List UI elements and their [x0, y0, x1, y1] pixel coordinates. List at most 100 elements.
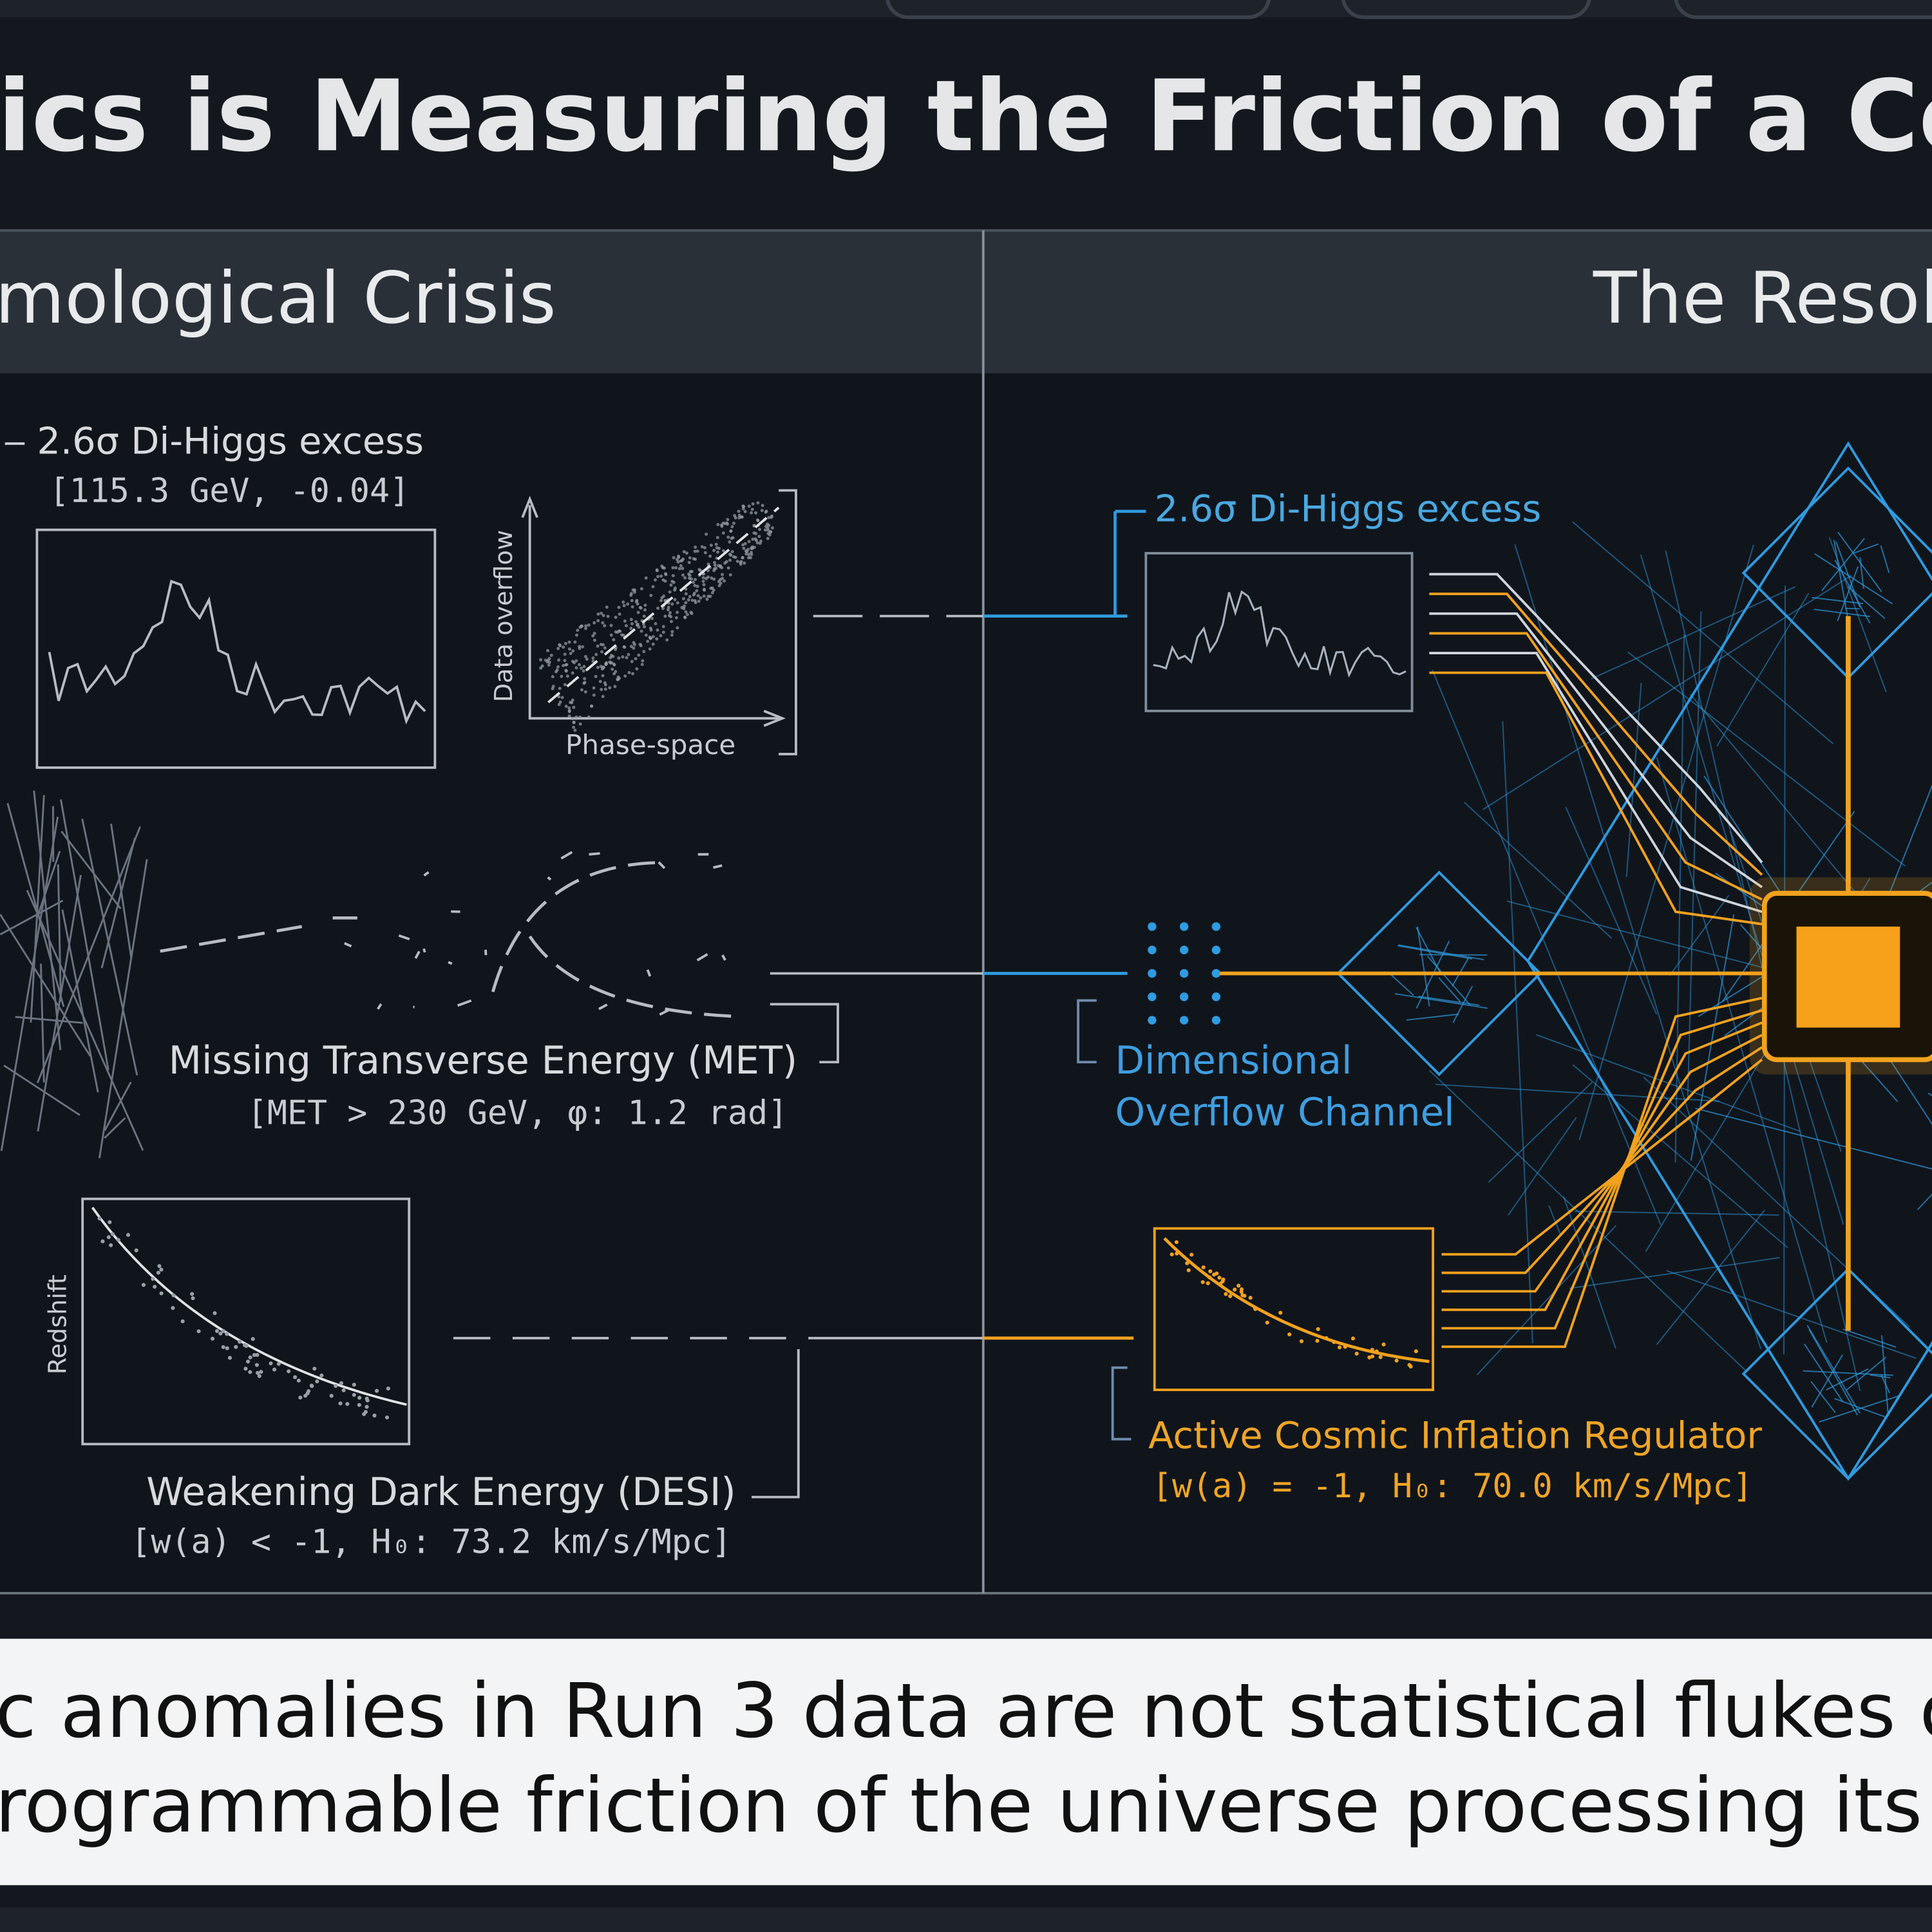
scatter-dot — [243, 1367, 248, 1371]
scatter-dot — [660, 564, 664, 568]
scatter-dot — [728, 553, 732, 556]
scatter-dot — [684, 601, 688, 605]
scatter-dot — [596, 665, 600, 669]
scatter-dot — [726, 535, 730, 539]
scatter-dot — [572, 721, 576, 724]
mini-chart-frame — [35, 528, 437, 769]
lattice — [1482, 574, 1852, 810]
scatter-dot — [591, 656, 595, 660]
scatter-dot — [599, 665, 603, 668]
scatter-dot — [221, 1329, 225, 1333]
scatter-dot — [555, 668, 559, 672]
axis-label: Phase-space — [565, 729, 735, 761]
tab[interactable] — [1674, 0, 1932, 19]
scatter-dot — [766, 532, 770, 536]
scatter-dot — [560, 696, 564, 699]
scatter-dot — [689, 611, 693, 614]
scatter-dot — [574, 659, 578, 663]
scatter-dot — [601, 674, 605, 677]
scatter-dot — [734, 516, 737, 520]
lattice — [1674, 634, 1685, 1163]
lattice — [1438, 977, 1461, 1003]
scatter-dot — [728, 573, 732, 577]
scatter-dot — [563, 652, 567, 656]
scatter-dot — [741, 504, 745, 508]
scatter-dot — [681, 567, 685, 571]
scatter-dot — [1228, 1294, 1233, 1298]
fit-curve — [1163, 1237, 1430, 1363]
scatter-dot — [755, 541, 759, 545]
scatter-dot — [709, 544, 713, 547]
scatter-dot — [1287, 1332, 1292, 1337]
scatter-dot — [670, 633, 674, 637]
scatter-dot — [254, 1363, 259, 1367]
scatter-dot — [539, 658, 543, 662]
trace — [1441, 1009, 1763, 1330]
scatter-dot — [287, 1369, 291, 1374]
scatter-dot — [574, 666, 578, 670]
lattice — [1835, 541, 1861, 608]
scatter-dot — [724, 560, 728, 564]
lattice — [1574, 1210, 1779, 1216]
scatter-dot — [384, 1415, 390, 1420]
scatter-dot — [757, 535, 761, 538]
channel-dot — [1148, 969, 1157, 978]
scatter-dot — [594, 674, 598, 678]
scatter-dot — [735, 560, 739, 564]
lattice — [1806, 1325, 1861, 1414]
scatter-dot — [729, 529, 733, 533]
glyph — [646, 969, 652, 977]
scatter-dot — [614, 670, 618, 674]
scatter-dot — [668, 590, 672, 594]
channel-dot — [1148, 992, 1157, 1001]
scatter-dot — [682, 597, 685, 601]
lattice — [1565, 806, 1658, 1015]
bracket — [779, 489, 797, 755]
scatter-dot — [662, 594, 666, 598]
lattice — [1880, 545, 1890, 573]
scatter-dot — [1186, 1268, 1191, 1273]
scatter-dot — [134, 1248, 138, 1253]
wireframe — [37, 875, 82, 1132]
lattice — [1814, 609, 1871, 618]
scatter-dot — [758, 542, 762, 545]
scatter-dot — [551, 675, 554, 679]
scatter-dot — [269, 1361, 273, 1366]
scatter-dot — [717, 583, 721, 587]
scatter-dot — [643, 625, 647, 629]
scatter-dot — [618, 612, 621, 616]
scatter-dot — [565, 663, 569, 667]
glyph — [598, 1003, 608, 1010]
scatter-dot — [664, 573, 668, 576]
scatter-dot — [562, 664, 565, 668]
scatter-dot — [716, 523, 720, 527]
scatter-dot — [1201, 1265, 1206, 1269]
axis-label: Redshift — [43, 1274, 72, 1374]
scatter-dot — [632, 643, 636, 647]
signal-line — [48, 580, 426, 725]
scatter-dot — [558, 687, 562, 690]
lattice — [1428, 1070, 1747, 1372]
tab[interactable] — [886, 0, 1271, 19]
scatter-dot — [750, 546, 753, 550]
scatter-dot — [608, 686, 612, 690]
panel-heading: mological Crisis — [0, 257, 556, 340]
scatter-dot — [702, 594, 706, 598]
scatter-dot — [675, 558, 679, 562]
scatter-dot — [712, 577, 716, 581]
scatter-dot — [582, 669, 585, 673]
scatter-dot — [584, 627, 588, 630]
item-detail: [115.3 GeV, -0.04] — [50, 471, 410, 510]
scatter-dot — [655, 637, 659, 641]
scatter-dot — [703, 551, 707, 554]
tab[interactable] — [1341, 0, 1591, 19]
bottom-bar — [0, 1907, 1932, 1932]
lattice — [1476, 1225, 1616, 1376]
scatter-dot — [1378, 1355, 1383, 1359]
scatter-dot — [766, 536, 770, 540]
wireframe — [26, 889, 144, 1151]
scatter-dot — [276, 1361, 281, 1366]
scatter-dot — [676, 611, 679, 614]
scatter-dot — [386, 1387, 390, 1391]
scatter-dot — [190, 1292, 194, 1296]
